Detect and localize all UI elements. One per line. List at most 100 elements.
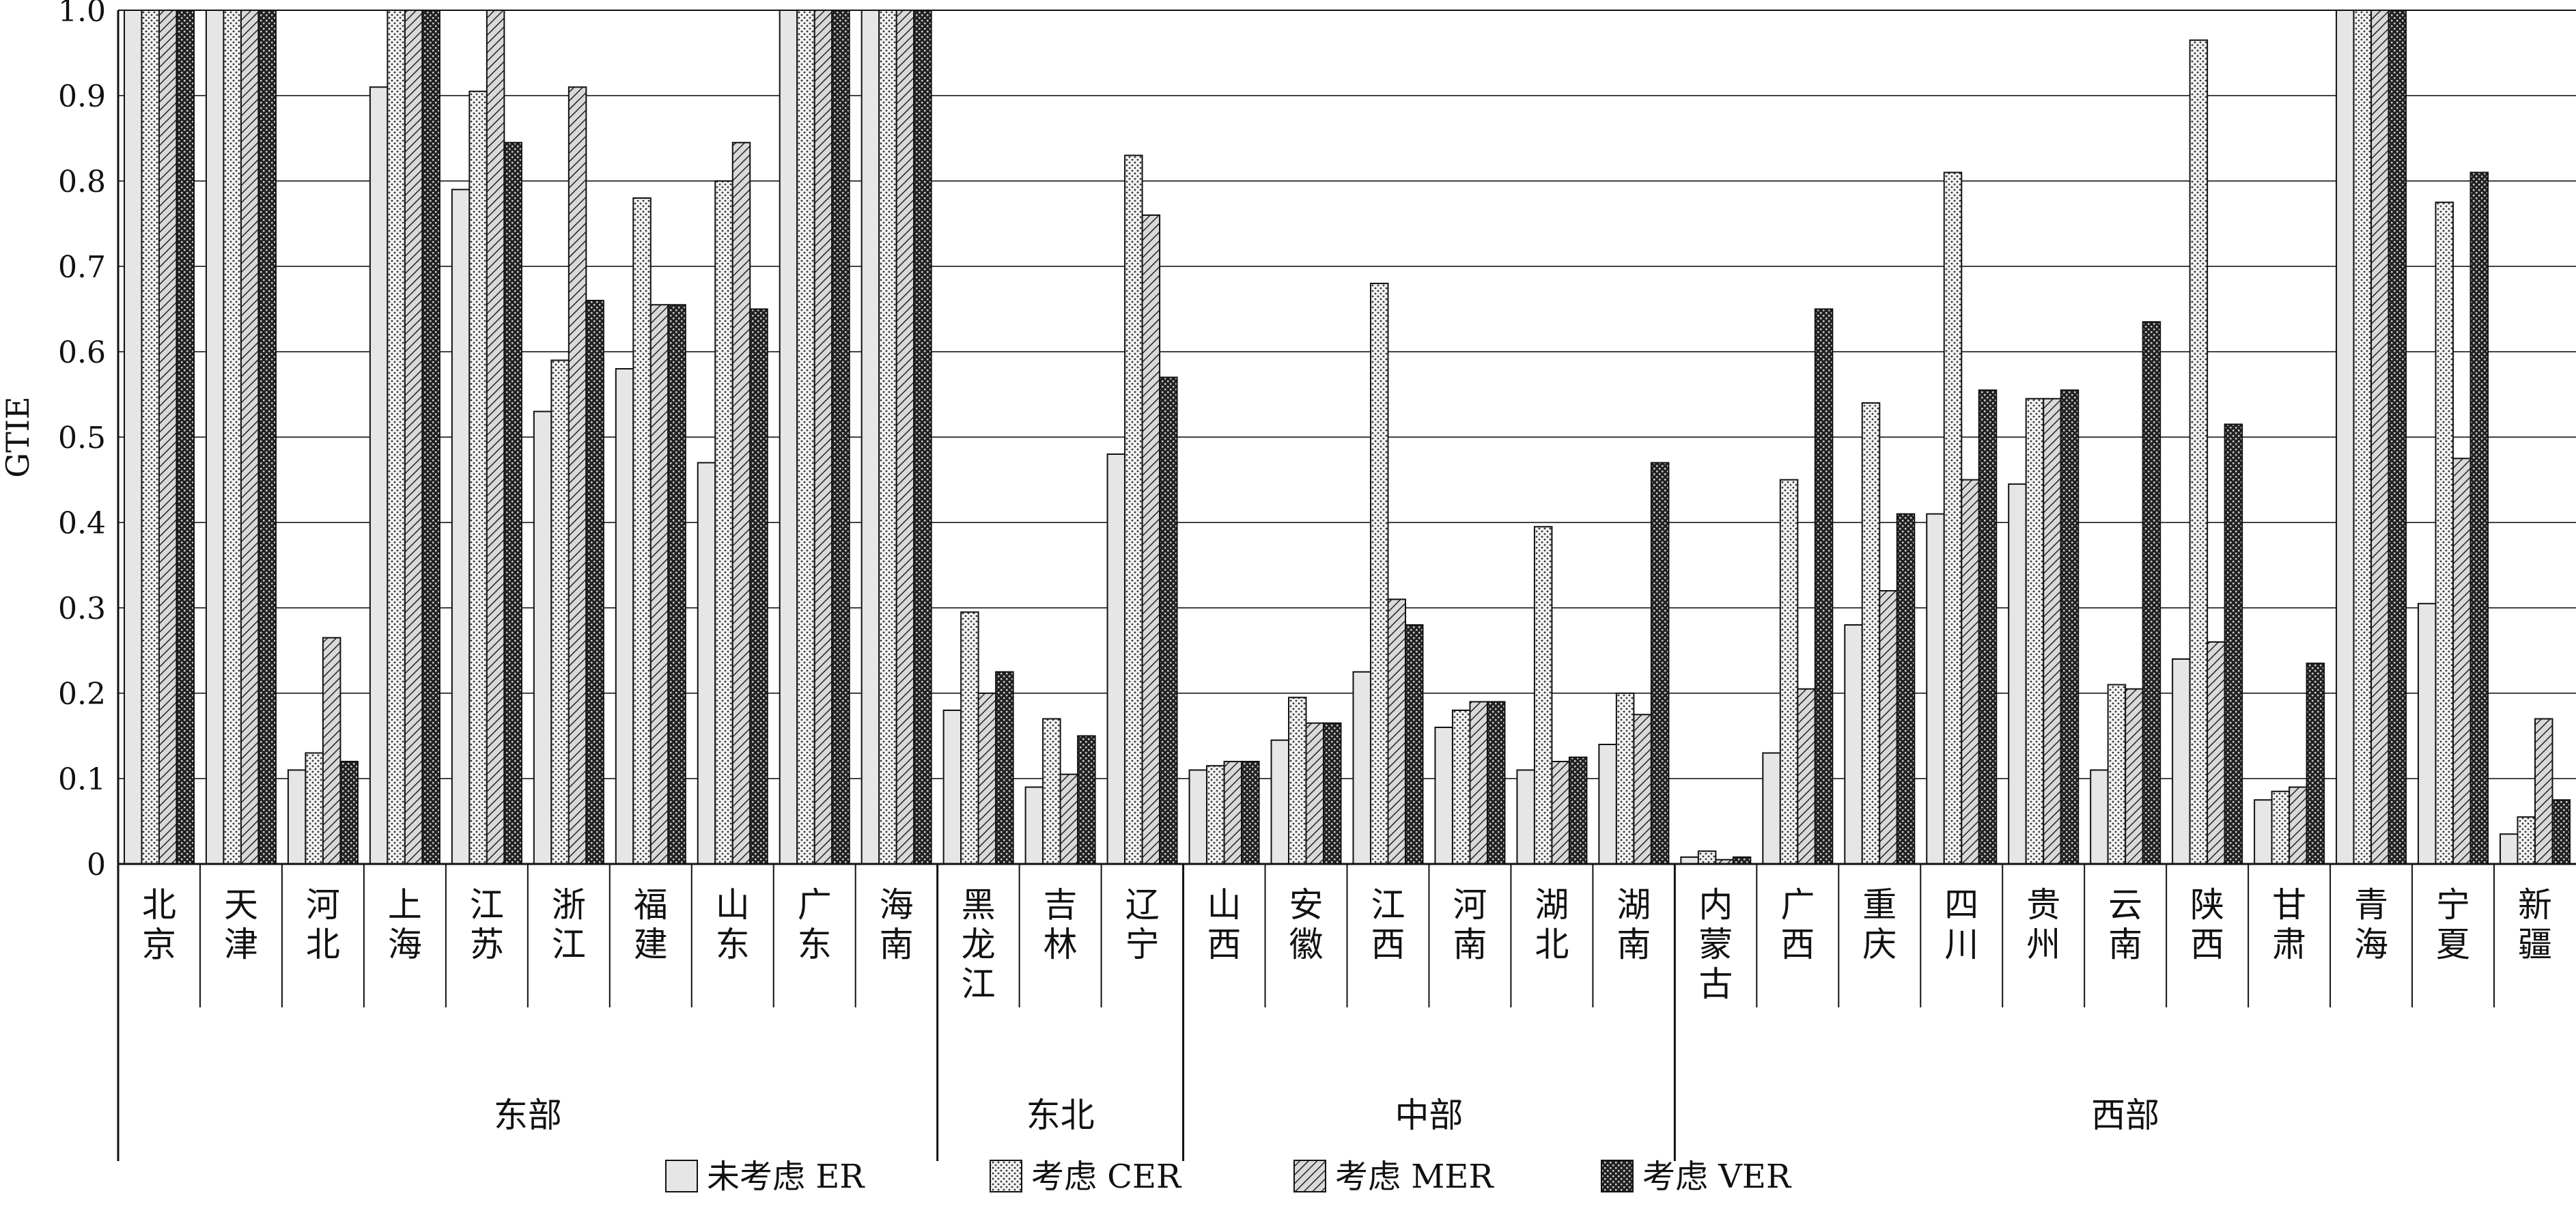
- category-label: 山东: [716, 885, 750, 964]
- bar: [1434, 727, 1453, 865]
- category-label: 新疆: [2518, 885, 2552, 964]
- bar: [813, 10, 833, 865]
- bar: [404, 10, 423, 865]
- bar: [2534, 718, 2553, 865]
- bar: [339, 761, 359, 865]
- legend-label: 未考虑 ER: [707, 1158, 865, 1196]
- bar: [649, 304, 669, 865]
- bar: [1323, 722, 1342, 865]
- legend-label: 考虑 VER: [1642, 1158, 1792, 1196]
- group-label: 东部: [494, 1095, 562, 1135]
- bar: [1633, 714, 1652, 865]
- legend: 未考虑 ER 考虑 CER 考虑 MER 考虑 VER: [665, 1158, 1792, 1196]
- bar: [468, 90, 488, 865]
- bar: [141, 10, 160, 865]
- bar: [1288, 697, 1307, 865]
- bar: [2125, 688, 2144, 865]
- bar: [1697, 850, 1717, 865]
- bar: [1978, 389, 1998, 865]
- bar: [1896, 513, 1916, 865]
- bar: [1879, 590, 1898, 865]
- bar: [779, 10, 798, 865]
- bar: [2418, 602, 2437, 865]
- bar: [895, 10, 915, 865]
- category-label: 河北: [306, 885, 340, 964]
- bar: [158, 10, 178, 865]
- bar: [1797, 688, 1816, 865]
- bar: [2107, 684, 2127, 865]
- category-label: 云南: [2108, 885, 2142, 964]
- bar: [2254, 799, 2273, 865]
- bar: [2142, 321, 2161, 865]
- bar: [2224, 423, 2243, 865]
- bar: [1926, 513, 1945, 865]
- bar: [697, 462, 716, 865]
- bar: [205, 10, 225, 865]
- bar: [257, 10, 277, 865]
- bar: [387, 10, 406, 865]
- category-label: 内蒙古: [1698, 885, 1733, 1004]
- bar: [1486, 701, 1506, 865]
- bar: [2435, 201, 2454, 865]
- bar: [1451, 710, 1471, 865]
- bar: [831, 10, 850, 865]
- bar: [860, 10, 880, 865]
- bar: [1059, 773, 1079, 865]
- legend-label: 考虑 MER: [1335, 1158, 1494, 1196]
- bar: [1762, 752, 1781, 865]
- bar: [1387, 598, 1406, 865]
- bar: [550, 359, 570, 865]
- bar: [2469, 171, 2489, 865]
- category-label: 黑龙江: [962, 885, 996, 1004]
- bar: [1469, 701, 1488, 865]
- bar: [2370, 10, 2390, 865]
- bar: [1861, 402, 1881, 865]
- bar: [2271, 790, 2291, 865]
- category-label: 福建: [634, 885, 668, 964]
- bar: [1369, 283, 1389, 865]
- bar: [1270, 739, 1290, 865]
- category-label: 宁夏: [2436, 885, 2470, 964]
- category-label: 湖南: [1616, 885, 1651, 964]
- y-tick-label: 0.7: [58, 250, 106, 285]
- bar: [2008, 483, 2027, 865]
- bar: [960, 611, 979, 865]
- bar: [2189, 39, 2209, 865]
- bar: [1024, 786, 1044, 865]
- bar: [2306, 662, 2325, 865]
- bar: [2043, 397, 2062, 865]
- category-label: 重庆: [1862, 885, 1896, 964]
- legend-swatch: [665, 1160, 698, 1192]
- bars: [123, 10, 2571, 865]
- bar: [2090, 769, 2109, 865]
- category-label: 湖北: [1535, 885, 1569, 964]
- bar: [731, 141, 751, 865]
- bar: [451, 188, 471, 865]
- bar: [223, 10, 242, 865]
- bar: [2500, 833, 2519, 865]
- bar: [1042, 718, 1061, 865]
- bar: [240, 10, 260, 865]
- category-label: 广东: [798, 885, 832, 964]
- category-label: 江苏: [470, 885, 504, 964]
- bar: [1206, 765, 1225, 865]
- bar: [1305, 722, 1325, 865]
- legend-swatch: [1293, 1160, 1326, 1192]
- bar: [2172, 658, 2191, 865]
- bar: [632, 197, 652, 865]
- y-tick-label: 0.3: [58, 591, 106, 626]
- category-label: 江西: [1371, 885, 1405, 964]
- bar: [2551, 799, 2571, 865]
- category-label: 浙江: [552, 885, 586, 964]
- category-label: 贵州: [2026, 885, 2060, 964]
- bar: [2060, 389, 2080, 865]
- group-label: 西部: [2091, 1095, 2159, 1135]
- bar: [2452, 458, 2472, 865]
- bar: [2025, 397, 2045, 865]
- bar: [1533, 526, 1553, 865]
- category-label: 陕西: [2190, 885, 2224, 964]
- bar: [1404, 624, 1424, 865]
- bar: [714, 180, 733, 865]
- bar: [1650, 462, 1670, 865]
